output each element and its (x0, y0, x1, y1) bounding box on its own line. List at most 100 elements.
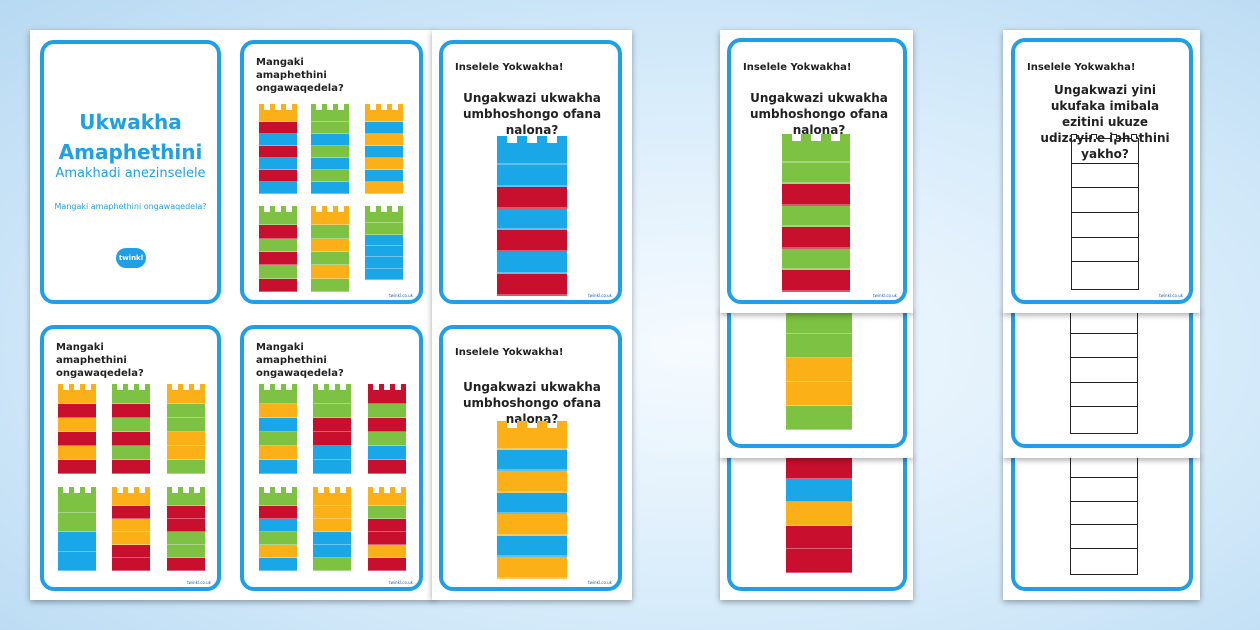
tower-a3 (365, 104, 403, 194)
brick (259, 460, 297, 474)
blank-stud (1131, 134, 1137, 139)
brick (497, 164, 567, 187)
brick (497, 514, 567, 536)
brick (368, 404, 406, 418)
brick (786, 455, 852, 479)
brick (259, 493, 297, 506)
count-card-heading: Mangaki amaphethini ongawaqedela? (56, 342, 144, 379)
count-card-a: Mangaki amaphethini ongawaqedela? twinkl… (240, 40, 423, 304)
footer-mark: twinkl.co.uk (873, 293, 897, 298)
tower-b3 (167, 384, 205, 474)
tower-body (311, 212, 349, 292)
brick (497, 274, 567, 297)
twinkl-logo: twinkl (116, 248, 146, 268)
brick-stud (346, 487, 351, 493)
brick-stud (365, 206, 370, 212)
tower-studs (313, 384, 351, 390)
brick-stud (112, 487, 117, 493)
brick (167, 460, 205, 474)
brick (311, 170, 349, 182)
brick-stud (390, 384, 395, 390)
brick-stud (178, 384, 183, 390)
blank-brick[interactable] (1071, 358, 1137, 383)
tower-body (311, 110, 349, 194)
challenge-header: Inselele Yokwakha! (455, 62, 564, 73)
brick-stud (134, 487, 139, 493)
brick-stud (324, 487, 329, 493)
brick-stud (820, 134, 831, 141)
brick (167, 506, 205, 519)
tower-body (365, 110, 403, 194)
brick-stud (537, 421, 547, 428)
tower-studs (58, 487, 96, 493)
footer-mark: twinkl.co.uk (588, 293, 612, 298)
tower-body (58, 493, 96, 571)
challenge-question: Ungakwazi ukwakha umbhoshongo ofana nalo… (462, 91, 602, 137)
partial-tower-middle (786, 310, 852, 430)
brick (786, 358, 852, 382)
brick (368, 460, 406, 474)
brick (167, 418, 205, 432)
brick (259, 558, 297, 571)
stacked-card-back (727, 455, 907, 591)
brick-stud (259, 104, 264, 110)
brick-stud (368, 384, 373, 390)
challenge-question: Ungakwazi ukwakha umbhoshongo ofana nalo… (749, 91, 889, 137)
blank-brick[interactable] (1071, 383, 1137, 407)
challenge-header: Inselele Yokwakha! (455, 347, 564, 358)
brick-stud (311, 104, 316, 110)
brick (167, 446, 205, 460)
brick (313, 446, 351, 460)
brick (782, 248, 850, 271)
brick (58, 460, 96, 474)
blank-brick[interactable] (1071, 407, 1137, 431)
blank-brick[interactable] (1072, 238, 1138, 263)
blank-brick[interactable] (1071, 334, 1137, 359)
brick (365, 134, 403, 146)
brick (112, 506, 150, 519)
blank-brick[interactable] (1072, 164, 1138, 189)
brick-stud (189, 487, 194, 493)
blank-brick[interactable] (1071, 525, 1137, 549)
brick (58, 390, 96, 404)
blank-brick[interactable] (1072, 139, 1138, 164)
brick (311, 225, 349, 239)
brick (112, 418, 150, 432)
brick (365, 122, 403, 134)
brick-stud (401, 384, 406, 390)
challenge-tower-1 (497, 136, 567, 297)
tower-studs (311, 104, 349, 110)
brick-stud (292, 104, 297, 110)
brick (497, 449, 567, 472)
brick-stud (517, 421, 527, 428)
blank-brick[interactable] (1071, 502, 1137, 526)
brick-stud (839, 134, 850, 141)
brick-stud (167, 384, 172, 390)
blank-brick[interactable] (1071, 310, 1137, 335)
blank-brick[interactable] (1072, 213, 1138, 238)
blank-brick[interactable] (1071, 478, 1137, 502)
brick (259, 390, 297, 404)
blank-tower[interactable] (1071, 134, 1139, 290)
tower-body (497, 143, 567, 297)
tower-studs (365, 206, 403, 212)
brick (497, 208, 567, 231)
brick (311, 158, 349, 170)
brick (365, 182, 403, 194)
brick (313, 418, 351, 432)
cover-title-line2: Amaphethini (58, 140, 203, 164)
blank-brick[interactable] (1072, 262, 1138, 287)
blank-brick[interactable] (1071, 549, 1137, 572)
brick (782, 205, 850, 228)
tower-body (259, 493, 297, 571)
tower-studs (259, 384, 297, 390)
cover-subtitle: Amakhadi anezinselele (55, 166, 206, 181)
blank-brick[interactable] (1071, 455, 1137, 479)
tower-studs (497, 136, 567, 143)
tower-b6 (167, 487, 205, 571)
brick (313, 404, 351, 418)
brick-stud (145, 384, 150, 390)
blank-brick[interactable] (1072, 188, 1138, 213)
brick-stud (311, 206, 316, 212)
brick (259, 212, 297, 226)
